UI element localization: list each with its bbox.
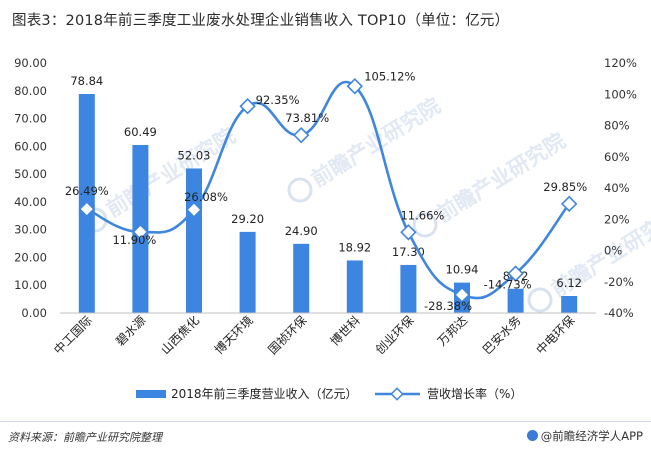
- bar-value-label: 52.03: [178, 148, 211, 162]
- right-axis-tick-label: 40%: [604, 181, 630, 195]
- legend-bar-swatch: [136, 390, 166, 398]
- right-axis-tick-label: 20%: [604, 212, 630, 226]
- x-category-label: 国祯环保: [265, 313, 309, 357]
- bar-value-label: 18.92: [338, 240, 371, 254]
- x-category-label: 博世科: [327, 313, 363, 349]
- left-axis-tick-label: 40.00: [14, 195, 47, 209]
- legend: 2018年前三季度营业收入（亿元） 营收增长率（%）: [136, 386, 522, 401]
- bar: [239, 231, 256, 313]
- line-value-label: 73.81%: [285, 111, 329, 125]
- line-marker: [239, 98, 256, 115]
- bar-value-label: 6.12: [556, 276, 582, 290]
- line-value-label: 92.35%: [256, 93, 300, 107]
- line-value-label: 11.90%: [112, 233, 156, 247]
- line-marker: [453, 286, 471, 304]
- line-value-label: 29.85%: [543, 180, 587, 194]
- line-value-label: -14.73%: [484, 278, 532, 292]
- brand-credit: @前瞻经济学人APP: [526, 428, 643, 444]
- right-axis-tick-label: 0%: [604, 244, 622, 258]
- x-category-label: 山西焦化: [158, 313, 202, 357]
- right-axis-tick-label: -40%: [604, 306, 634, 320]
- right-axis-tick-label: 100%: [604, 87, 637, 101]
- left-axis-tick-label: 90.00: [14, 56, 47, 70]
- line-value-labels: 26.49% 11.90% 26.08% 92.35% 73.81% 105.12% 11.…: [65, 69, 587, 313]
- line-marker: [507, 265, 524, 282]
- line-value-label: -28.38%: [424, 299, 472, 313]
- bar: [293, 243, 310, 313]
- x-category-label: 巴安水务: [479, 313, 524, 358]
- legend-line-marker: [390, 387, 404, 401]
- bar: [400, 264, 417, 313]
- bar: [561, 296, 578, 313]
- x-category-label: 中工国际: [50, 313, 95, 358]
- left-axis-tick-label: 70.00: [14, 112, 47, 126]
- footer-divider: [0, 421, 651, 422]
- brand-text: @前瞻经济学人APP: [540, 429, 643, 443]
- bar: [346, 260, 363, 313]
- x-category-label: 万邦达: [435, 313, 470, 348]
- bar-value-label: 60.49: [124, 125, 157, 139]
- line-marker: [346, 78, 364, 95]
- line-series: [78, 78, 578, 304]
- brand-logo-icon: [526, 430, 538, 441]
- right-y-axis: -40% -20% 0% 20% 40% 60% 80% 100% 120%: [604, 56, 637, 320]
- bar-value-label: 29.20: [231, 212, 264, 226]
- left-axis-tick-label: 30.00: [14, 223, 47, 237]
- left-axis-tick-label: 10.00: [14, 278, 47, 292]
- line-value-label: 11.66%: [400, 208, 444, 222]
- x-axis-category-labels: 中工国际 碧水源 山西焦化 博天环境 国祯环保 博世科 创业环保 万邦达 巴安水务 中电环保: [50, 312, 596, 358]
- left-y-axis: 0.00 10.00 20.00 30.00 40.00 50.00 60.00 70.00 8…: [14, 56, 47, 320]
- chart-title: 图表3：2018年前三季度工业废水处理企业销售收入 TOP10（单位：亿元）: [12, 13, 510, 29]
- source-note: 资料来源：前瞻产业研究院整理: [8, 431, 162, 444]
- line-marker: [132, 223, 149, 241]
- line-marker: [292, 126, 310, 144]
- legend-bar-label: 2018年前三季度营业收入（亿元）: [171, 386, 358, 401]
- left-axis-tick-label: 0.00: [21, 306, 47, 320]
- x-category-label: 碧水源: [113, 313, 148, 348]
- line-value-label: 105.12%: [364, 69, 415, 83]
- left-axis-tick-label: 20.00: [14, 250, 47, 264]
- line-marker: [400, 224, 417, 241]
- growth-line: [86, 80, 571, 300]
- right-axis-tick-label: 60%: [604, 150, 630, 164]
- line-marker: [78, 200, 96, 218]
- x-category-label: 创业环保: [373, 313, 417, 357]
- left-axis-tick-label: 80.00: [14, 84, 47, 98]
- bar: [507, 288, 524, 313]
- line-marker: [560, 195, 578, 213]
- left-axis-tick-label: 50.00: [14, 167, 47, 181]
- x-category-label: 中电环保: [533, 313, 578, 358]
- right-axis-tick-label: -20%: [604, 275, 634, 289]
- line-value-label: 26.49%: [65, 184, 109, 198]
- line-value-label: 26.08%: [184, 190, 228, 204]
- x-category-label: 博天环境: [211, 313, 256, 358]
- bar-value-label: 10.94: [446, 263, 479, 277]
- right-axis-tick-label: 120%: [604, 56, 637, 70]
- bar-value-label: 78.84: [70, 74, 103, 88]
- legend-line-label: 营收增长率（%）: [427, 386, 522, 401]
- bar-value-label: 24.90: [285, 224, 318, 238]
- right-axis-tick-label: 80%: [604, 119, 630, 133]
- left-axis-tick-label: 60.00: [14, 139, 47, 153]
- line-marker: [185, 201, 203, 218]
